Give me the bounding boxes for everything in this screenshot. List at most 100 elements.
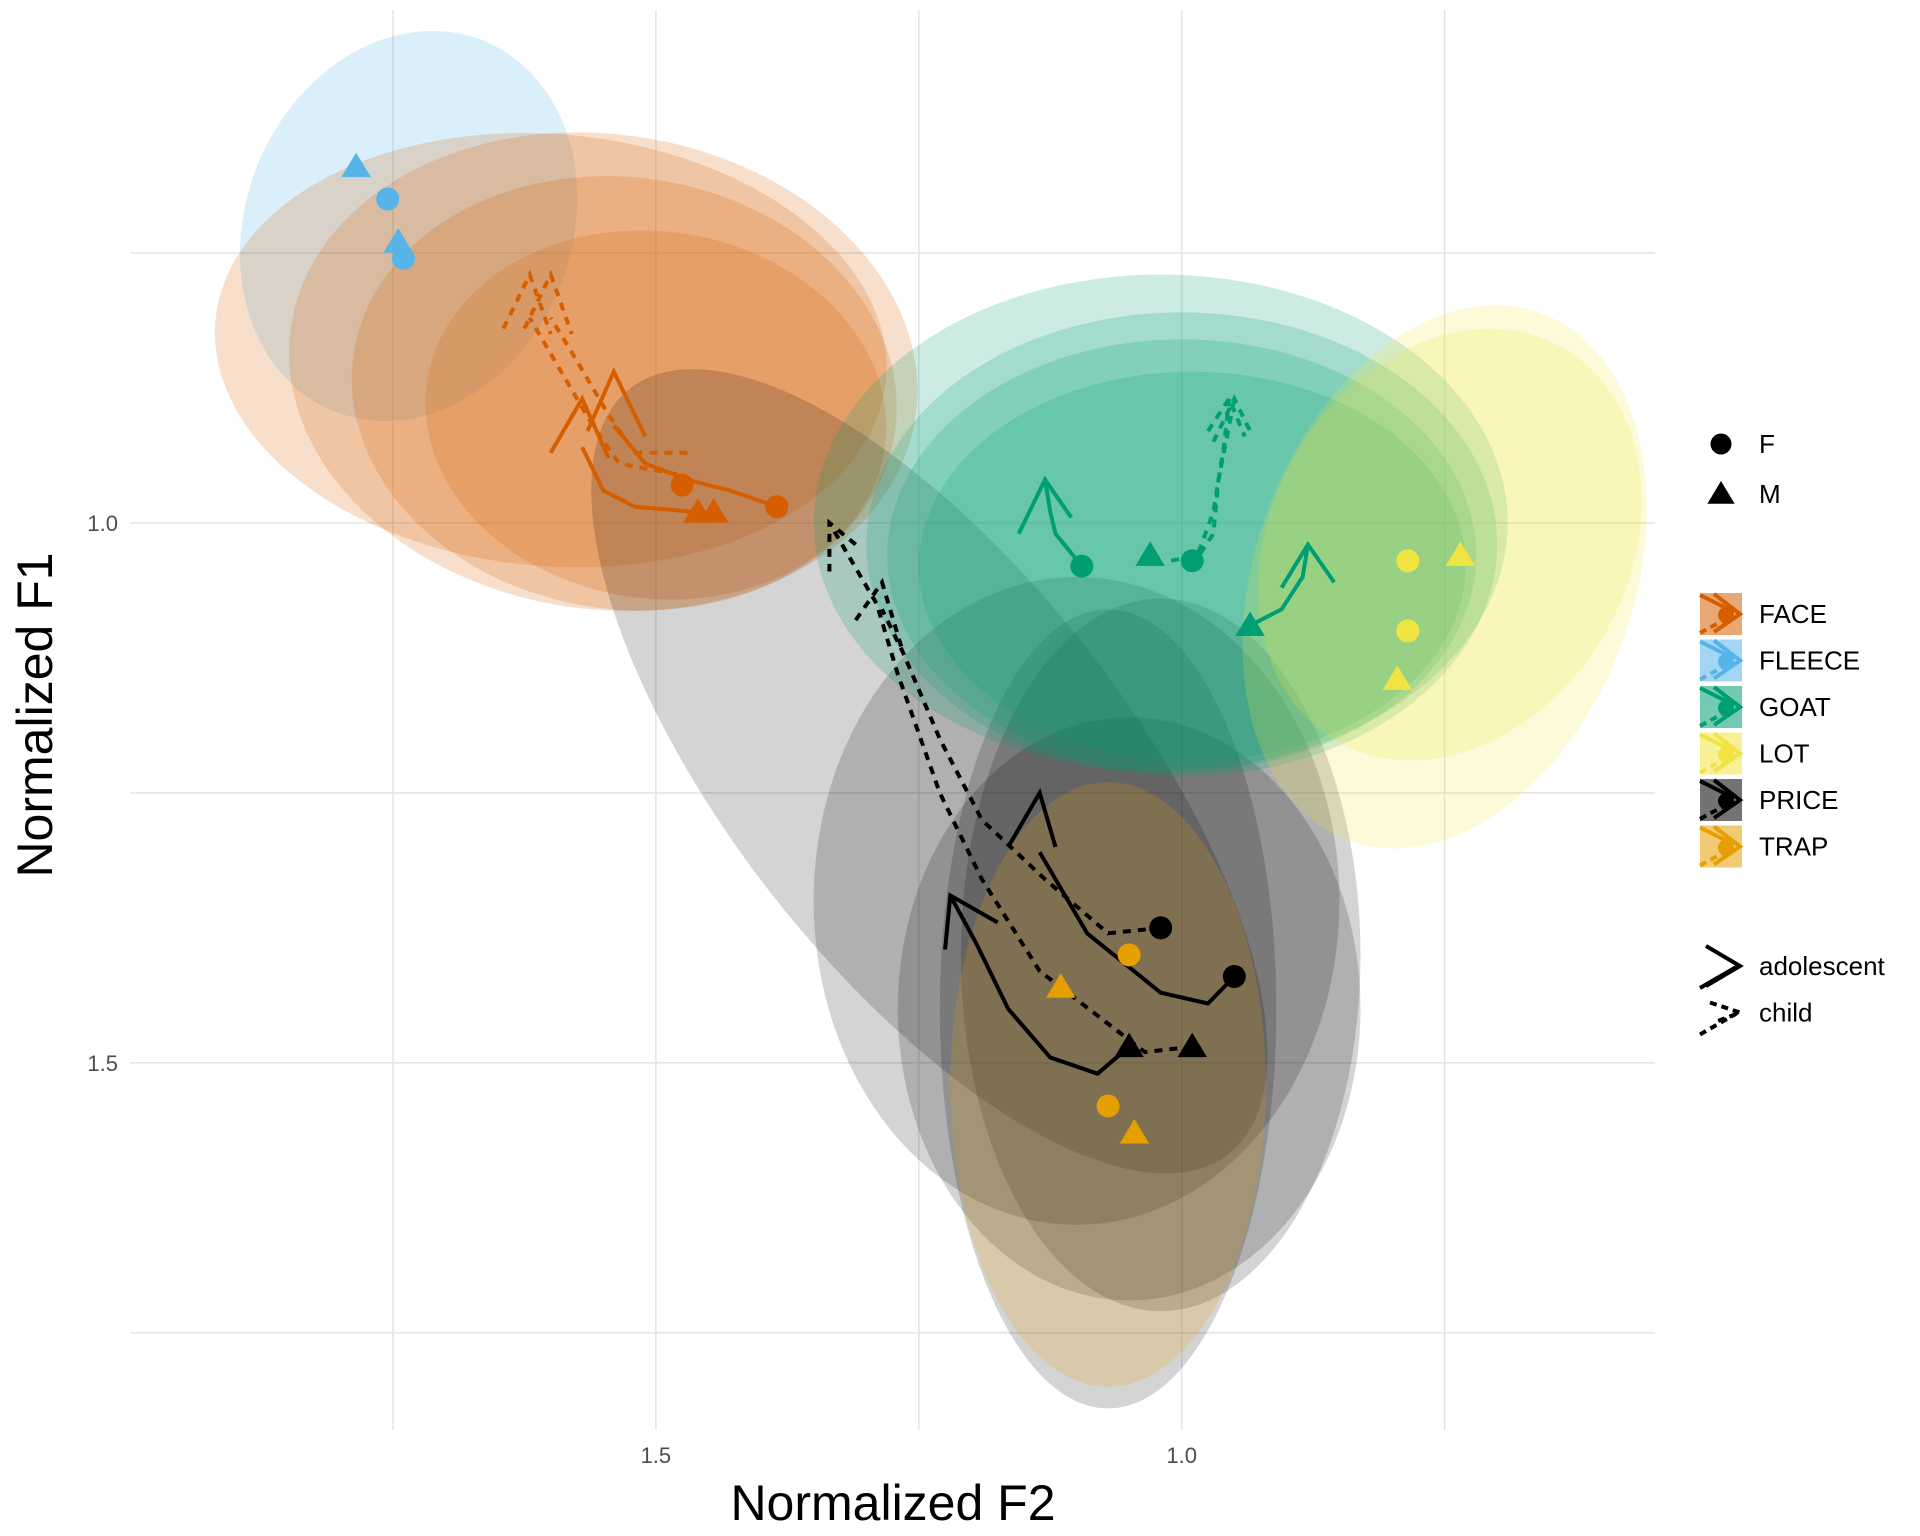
- y-tick-label: 1.0: [87, 511, 118, 536]
- point-goat-m: [1235, 611, 1265, 637]
- point-goat-f: [1180, 549, 1204, 573]
- point-lot-m: [1382, 665, 1413, 691]
- point-trap-m: [1046, 973, 1076, 998]
- ellipse-goat: [813, 274, 1508, 772]
- trajectory-arrowhead: [522, 269, 574, 335]
- trajectory-arrowhead: [943, 892, 999, 950]
- point-lot-m: [1445, 541, 1476, 566]
- ellipse-price: [897, 717, 1361, 1301]
- legend-vowel-label: FACE: [1759, 599, 1827, 629]
- trajectory-goat-adolescent: [1249, 544, 1310, 628]
- ellipse-lot: [1257, 328, 1642, 761]
- trajectory-arrowhead: [585, 366, 648, 438]
- ellipse-lot: [1242, 305, 1647, 849]
- ellipse-goat: [866, 312, 1498, 777]
- tick-labels: 1.5 1.0 1.0 1.5: [87, 511, 1197, 1468]
- ellipse-layer: [214, 30, 1647, 1409]
- point-face-f: [765, 495, 789, 519]
- point-fleece-m: [341, 152, 371, 178]
- legend-shape-label: M: [1759, 479, 1781, 509]
- legend-vowel-label: LOT: [1759, 739, 1810, 769]
- ellipse-fleece: [240, 30, 578, 422]
- trajectory-goat-child: [1190, 398, 1237, 568]
- legend-shape-label: F: [1759, 429, 1775, 459]
- ellipse-price: [813, 576, 1340, 1225]
- legend-swatch-dash: [1699, 618, 1725, 635]
- point-trap-f: [1117, 943, 1141, 967]
- trajectory-arrowhead: [1206, 394, 1247, 438]
- point-goat-f: [1070, 554, 1094, 578]
- point-fleece-f: [376, 187, 400, 211]
- x-tick-label: 1.5: [641, 1443, 672, 1468]
- trajectory-goat-adolescent: [1043, 479, 1084, 568]
- point-lot-f: [1396, 619, 1420, 643]
- point-lot-f: [1396, 549, 1420, 573]
- ellipse-face: [289, 132, 918, 612]
- legend-vowel: FACE FLEECE GOAT LOT PRICE TRAP: [1699, 592, 1860, 868]
- point-goat-m: [1135, 541, 1165, 566]
- legend-linetype-label: adolescent: [1759, 951, 1886, 981]
- legend-swatch-arrowhead: [1712, 731, 1744, 774]
- trajectory-arrowhead: [501, 269, 553, 335]
- legend-swatch-point: [1718, 746, 1734, 763]
- legend-swatch-dash: [1699, 804, 1725, 821]
- ellipse-price: [960, 598, 1361, 1312]
- point-price-m: [1177, 1032, 1207, 1058]
- legend-vowel-label: TRAP: [1759, 832, 1828, 862]
- trajectory-arrowhead: [1016, 475, 1073, 535]
- legend-linetype: adolescent child: [1698, 944, 1886, 1037]
- ellipse-price: [939, 609, 1277, 1409]
- point-trap-m: [1119, 1119, 1150, 1144]
- ellipse-goat: [887, 339, 1477, 772]
- legend-swatch-dash: [1699, 850, 1725, 868]
- trajectory-arrowhead: [1006, 787, 1058, 848]
- legend-swatch-arrowhead: [1712, 592, 1744, 634]
- trajectory-arrowhead: [1211, 394, 1252, 443]
- y-tick-label: 1.5: [87, 1051, 118, 1076]
- legend-vowel-label: GOAT: [1759, 692, 1831, 722]
- legend-swatch-dash: [1699, 757, 1725, 775]
- legend-child-arrowhead: [1709, 1000, 1746, 1025]
- point-price-m: [1114, 1032, 1144, 1058]
- ellipse-price: [591, 369, 1268, 1174]
- trajectory-face-child: [548, 316, 688, 455]
- point-face-m: [699, 498, 729, 523]
- legend-swatch-point: [1718, 653, 1734, 670]
- grid-lines: [130, 10, 1655, 1430]
- legend-swatch-arrowhead: [1712, 824, 1744, 867]
- legend-swatch-point: [1718, 839, 1734, 856]
- trajectory-price-adolescent: [948, 894, 1131, 1076]
- legend-vowel-label: FLEECE: [1759, 646, 1860, 676]
- legend-swatch-arrowhead: [1712, 638, 1744, 681]
- legend-swatch-arrowhead: [1712, 778, 1744, 820]
- ellipse-face: [214, 133, 887, 568]
- legend-triangle-icon: [1707, 481, 1735, 504]
- ellipse-trap: [950, 782, 1266, 1387]
- point-fleece-m: [383, 228, 413, 253]
- legend-adolescent-arrowhead: [1704, 944, 1744, 988]
- point-trap-f: [1096, 1094, 1120, 1118]
- legend-swatch-arrowhead: [1712, 685, 1744, 727]
- trajectory-arrowhead: [827, 518, 857, 572]
- trajectory-arrowhead: [1279, 540, 1336, 589]
- x-tick-label: 1.0: [1166, 1443, 1197, 1468]
- point-price-f: [1149, 916, 1173, 940]
- legend-swatch-dash: [1699, 664, 1725, 682]
- trajectory-price-child: [880, 608, 1161, 936]
- point-price-f: [1222, 964, 1246, 988]
- trajectory-face-adolescent: [580, 446, 699, 515]
- legend-vowel-label: PRICE: [1759, 785, 1838, 815]
- legend-circle-icon: [1710, 433, 1732, 455]
- y-axis-title: Normalized F1: [7, 552, 63, 877]
- point-layer: [341, 152, 1476, 1144]
- point-face-f: [670, 473, 694, 497]
- legend-swatch-point: [1718, 607, 1734, 623]
- legend-linetype-label: child: [1759, 998, 1812, 1028]
- legend-swatch-point: [1718, 700, 1734, 716]
- legend-swatch-point: [1718, 793, 1734, 809]
- x-axis-title: Normalized F2: [730, 1475, 1055, 1531]
- legend-swatch-dash: [1699, 711, 1725, 728]
- legend-shape: FM: [1707, 429, 1781, 509]
